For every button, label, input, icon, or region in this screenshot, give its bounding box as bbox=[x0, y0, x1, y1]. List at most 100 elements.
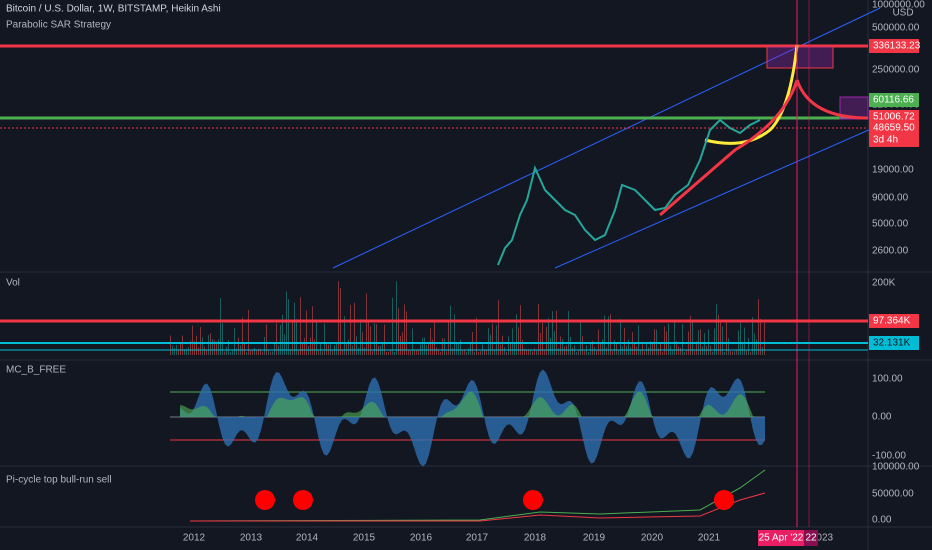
volume-bar bbox=[248, 309, 249, 355]
volume-bar bbox=[198, 347, 199, 355]
volume-bar bbox=[202, 337, 203, 355]
price-tag bbox=[869, 39, 919, 53]
pane-title: MC_B_FREE bbox=[6, 365, 66, 376]
axis-label: 2600.00 bbox=[872, 246, 909, 257]
mc-wave bbox=[180, 369, 765, 467]
price-tag-text: 60116.66 bbox=[873, 95, 914, 106]
volume-bar bbox=[682, 324, 683, 355]
volume-bar bbox=[702, 346, 703, 355]
volume-bar bbox=[478, 351, 479, 355]
time-label: 2023 bbox=[811, 533, 834, 544]
volume-bar bbox=[274, 342, 275, 355]
volume-bar bbox=[410, 350, 411, 355]
volume-bar bbox=[762, 346, 763, 355]
axis-label: 500000.00 bbox=[872, 23, 920, 34]
volume-bar bbox=[222, 323, 223, 355]
volume-bar bbox=[408, 349, 409, 355]
mc-wave bbox=[180, 391, 765, 417]
volume-bar bbox=[520, 305, 521, 355]
volume-bar bbox=[470, 341, 471, 355]
volume-bar bbox=[646, 343, 647, 355]
volume-bar bbox=[604, 315, 605, 355]
volume-bar bbox=[714, 328, 715, 355]
volume-bar bbox=[750, 351, 751, 355]
pi-signals bbox=[255, 490, 734, 510]
volume-bar bbox=[244, 343, 245, 355]
volume-bar bbox=[718, 314, 719, 355]
volume-bar bbox=[686, 349, 687, 355]
volume-bar bbox=[444, 338, 445, 355]
pi-line bbox=[189, 469, 766, 522]
volume-bar bbox=[610, 314, 611, 355]
volume-bar bbox=[360, 319, 361, 355]
volume-bar bbox=[744, 327, 745, 355]
volume-bar bbox=[180, 342, 181, 355]
price-tag-text: 97.364K bbox=[873, 316, 911, 327]
volume-bar bbox=[608, 316, 609, 355]
parabola-yellow bbox=[704, 44, 799, 145]
volume-bar bbox=[530, 349, 531, 355]
axis-label: 19000.00 bbox=[872, 165, 914, 176]
volume-bar bbox=[456, 342, 457, 355]
volume-bar bbox=[370, 326, 371, 355]
volume-bar bbox=[678, 346, 679, 355]
price-tag bbox=[869, 336, 919, 350]
volume-bar bbox=[568, 311, 569, 355]
volume-bar bbox=[492, 323, 493, 355]
volume-bar bbox=[386, 351, 387, 355]
volume-bar bbox=[640, 350, 641, 355]
volume-bar bbox=[758, 299, 759, 355]
volume-bar bbox=[508, 336, 509, 355]
volume-bar bbox=[344, 316, 345, 355]
volume-bar bbox=[296, 319, 297, 355]
volume-bar bbox=[644, 351, 645, 355]
volume-bar bbox=[258, 348, 259, 355]
volume-bar bbox=[348, 339, 349, 355]
volume-bar bbox=[438, 348, 439, 355]
volume-bar bbox=[354, 302, 355, 355]
volume-bar bbox=[466, 351, 467, 355]
volume-bar bbox=[606, 347, 607, 355]
volume-bar bbox=[446, 351, 447, 355]
volume-bar bbox=[634, 342, 635, 355]
volume-bar bbox=[432, 339, 433, 355]
volume-bar bbox=[650, 341, 651, 355]
volume-bar bbox=[234, 328, 235, 355]
volume-bar bbox=[418, 348, 419, 355]
volume-bar bbox=[204, 346, 205, 355]
volume-bar bbox=[720, 321, 721, 355]
volume-bar bbox=[428, 342, 429, 355]
volume-bar bbox=[190, 340, 191, 355]
volume-bar bbox=[544, 350, 545, 355]
volume-bar bbox=[346, 343, 347, 355]
volume-bar bbox=[394, 351, 395, 355]
volume-bar bbox=[528, 349, 529, 355]
volume-bar bbox=[734, 351, 735, 355]
volume-bar bbox=[754, 333, 755, 355]
axis-label: 0.00 bbox=[872, 412, 892, 423]
volume-bar bbox=[684, 351, 685, 355]
volume-bar bbox=[496, 325, 497, 355]
cursor-label: 25 Apr '22 bbox=[759, 533, 804, 544]
volume-bar bbox=[504, 347, 505, 355]
volume-bar bbox=[498, 300, 499, 355]
volume-bar bbox=[184, 349, 185, 355]
volume-bar bbox=[210, 333, 211, 355]
volume-bar bbox=[594, 347, 595, 355]
axis-label: 200K bbox=[872, 278, 896, 289]
volume-bar bbox=[628, 339, 629, 355]
volume-bar bbox=[584, 351, 585, 355]
volume-bar bbox=[588, 351, 589, 355]
volume-bar bbox=[672, 349, 673, 355]
axis-label: 1000000.00 bbox=[872, 0, 925, 11]
volume-bar bbox=[398, 308, 399, 355]
volume-bar bbox=[430, 328, 431, 355]
volume-bar bbox=[316, 320, 317, 355]
time-label: 2016 bbox=[410, 533, 433, 544]
volume-bar bbox=[178, 348, 179, 355]
volume-bar bbox=[218, 339, 219, 355]
volume-bar bbox=[630, 347, 631, 355]
volume-bar bbox=[612, 350, 613, 355]
volume-bar bbox=[512, 328, 513, 355]
